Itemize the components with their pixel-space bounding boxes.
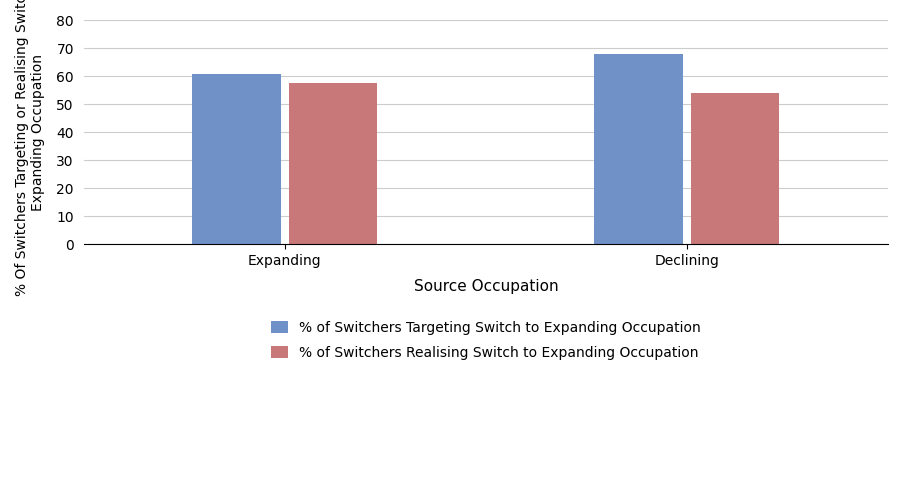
Legend: % of Switchers Targeting Switch to Expanding Occupation, % of Switchers Realisin: % of Switchers Targeting Switch to Expan…	[263, 314, 707, 367]
Y-axis label: % Of Switchers Targeting or Realising Switch to
Expanding Occupation: % Of Switchers Targeting or Realising Sw…	[15, 0, 45, 296]
Bar	[192, 73, 281, 244]
Bar	[690, 93, 778, 244]
Bar	[289, 83, 377, 244]
Bar	[594, 54, 682, 244]
X-axis label: Source Occupation: Source Occupation	[413, 279, 557, 294]
